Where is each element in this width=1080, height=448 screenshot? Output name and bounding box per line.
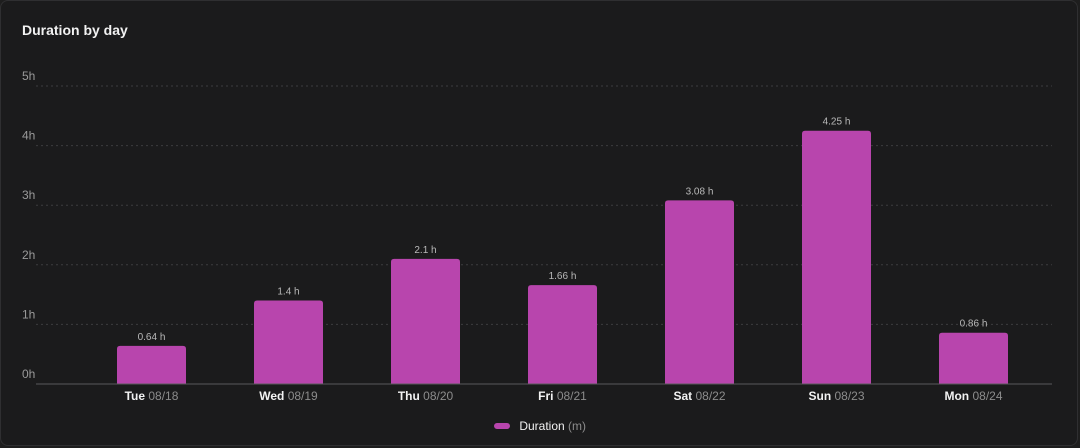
x-tick-label: Mon 08/24 [944,389,1002,403]
x-tick-day: Thu [398,389,423,403]
y-axis-ticks: 0h 1h 2h 3h 4h 5h [22,69,35,381]
x-tick-day: Mon [944,389,972,403]
x-tick-day: Fri [538,389,557,403]
y-tick-label: 1h [22,307,35,321]
data-labels: 0.64 h 1.4 h 2.1 h 1.66 h 3.08 h 4.25 h 0.86 h [138,117,988,343]
x-tick-date: 08/18 [148,389,178,403]
y-tick-label: 0h [22,367,35,381]
x-tick-date: 08/23 [834,389,864,403]
x-tick-date: 08/19 [288,389,318,403]
bar[interactable] [939,332,1008,384]
x-tick-date: 08/21 [557,389,587,403]
x-tick-label: Sun 08/23 [808,389,864,403]
x-tick-label: Wed 08/19 [259,389,318,403]
data-label: 1.4 h [277,287,299,298]
y-tick-label: 3h [22,188,35,202]
bar[interactable] [528,285,597,384]
legend-series-unit: (m) [568,418,587,433]
data-label: 0.86 h [960,319,988,330]
bar[interactable] [254,300,323,384]
y-tick-label: 4h [22,129,35,143]
x-tick-label: Sat 08/22 [673,389,725,403]
grid-lines [36,85,1052,325]
bar[interactable] [117,345,186,384]
x-tick-date: 08/24 [972,389,1002,403]
data-label: 4.25 h [823,117,851,128]
x-tick-day: Sun [808,389,834,403]
y-tick-label: 5h [22,69,35,83]
bars [117,130,1008,384]
x-tick-day: Wed [259,389,287,403]
x-tick-day: Tue [125,389,149,403]
y-tick-label: 2h [22,248,35,262]
x-axis-ticks: Tue 08/18 Wed 08/19 Thu 08/20 Fri 08/21 Sat … [125,389,1003,403]
data-label: 2.1 h [414,245,436,256]
x-tick-date: 08/20 [423,389,453,403]
data-label: 3.08 h [686,186,714,197]
x-tick-label: Thu 08/20 [398,389,454,403]
data-label: 0.64 h [138,332,166,343]
x-tick-day: Sat [673,389,695,403]
data-label: 1.66 h [549,271,577,282]
x-tick-date: 08/22 [695,389,725,403]
chart-title: Duration by day [22,22,128,38]
x-tick-label: Fri 08/21 [538,389,587,403]
bar[interactable] [665,200,734,384]
legend-swatch [493,422,510,429]
legend-series-name: Duration [519,418,565,433]
x-tick-label: Tue 08/18 [125,389,179,403]
legend: Duration (m) [0,418,1080,433]
bar[interactable] [391,258,460,384]
bar[interactable] [802,130,871,384]
